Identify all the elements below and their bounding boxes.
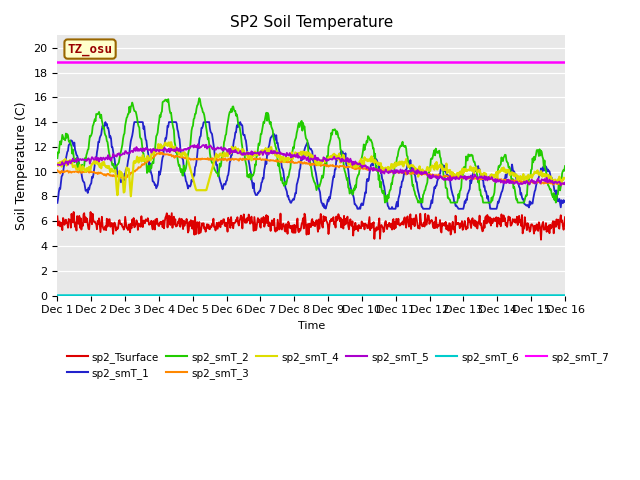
sp2_Tsurface [167,216,175,222]
sp2_smT_3 [63,168,70,174]
sp2_smT_2 [63,135,70,141]
Line: sp2_smT_3: sp2_smT_3 [58,152,565,185]
sp2_smT_2 [561,163,569,169]
sp2_smT_3 [561,180,569,186]
Line: sp2_smT_1: sp2_smT_1 [58,122,565,209]
sp2_smT_2 [381,200,389,205]
sp2_smT_5 [54,162,61,168]
sp2_smT_7 [166,59,174,65]
sp2_smT_1 [116,176,124,181]
Title: SP2 Soil Temperature: SP2 Soil Temperature [230,15,393,30]
sp2_smT_5 [194,142,202,147]
sp2_smT_5 [63,160,70,166]
sp2_smT_2 [166,110,174,116]
sp2_Tsurface [388,227,396,232]
sp2_smT_3 [167,152,175,157]
sp2_smT_5 [193,145,201,151]
Line: sp2_smT_2: sp2_smT_2 [58,98,565,203]
sp2_smT_6 [372,292,380,298]
sp2_smT_5 [388,168,396,173]
sp2_smT_5 [373,168,381,173]
sp2_smT_1 [354,206,362,212]
sp2_smT_4 [167,139,175,145]
sp2_smT_7 [193,59,201,65]
sp2_smT_6 [193,292,201,298]
sp2_Tsurface [537,237,545,242]
sp2_smT_7 [63,59,70,65]
sp2_smT_6 [561,292,569,298]
sp2_smT_6 [63,292,70,298]
sp2_Tsurface [63,220,70,226]
sp2_Tsurface [373,227,381,233]
sp2_Tsurface [561,214,569,220]
sp2_smT_1 [63,153,70,158]
sp2_smT_2 [195,96,203,101]
sp2_smT_2 [115,160,123,166]
sp2_Tsurface [194,223,202,228]
sp2_smT_1 [561,198,569,204]
Line: sp2_smT_5: sp2_smT_5 [58,144,565,185]
Y-axis label: Soil Temperature (C): Soil Temperature (C) [15,101,28,229]
sp2_smT_3 [388,169,396,175]
sp2_smT_1 [389,206,397,212]
sp2_smT_3 [549,182,557,188]
sp2_smT_1 [374,162,381,168]
sp2_smT_7 [372,59,380,65]
sp2_smT_2 [54,155,61,161]
Line: sp2_Tsurface: sp2_Tsurface [58,212,565,240]
sp2_smT_7 [54,59,61,65]
sp2_smT_3 [54,168,61,173]
Text: TZ_osu: TZ_osu [68,43,113,56]
sp2_smT_2 [373,168,381,174]
sp2_smT_1 [194,145,202,151]
sp2_smT_4 [561,176,569,181]
sp2_smT_7 [387,59,395,65]
sp2_smT_5 [166,148,174,154]
sp2_smT_3 [373,168,381,173]
sp2_smT_5 [561,180,569,186]
sp2_smT_3 [115,175,123,180]
sp2_smT_7 [561,59,569,65]
sp2_smT_6 [166,292,174,298]
sp2_smT_4 [168,142,175,148]
sp2_smT_5 [115,150,123,156]
sp2_smT_2 [389,175,397,180]
sp2_smT_4 [54,161,61,167]
sp2_smT_1 [54,200,61,206]
sp2_smT_1 [167,119,175,125]
sp2_smT_4 [127,193,134,199]
sp2_smT_7 [115,59,123,65]
X-axis label: Time: Time [298,321,325,331]
sp2_smT_3 [157,149,164,155]
sp2_smT_5 [557,182,564,188]
sp2_Tsurface [116,217,124,223]
sp2_smT_6 [115,292,123,298]
sp2_smT_4 [374,161,381,167]
sp2_smT_6 [387,292,395,298]
sp2_smT_4 [115,176,123,182]
sp2_smT_4 [63,163,70,168]
sp2_smT_6 [54,292,61,298]
sp2_smT_3 [194,157,202,163]
Legend: sp2_Tsurface, sp2_smT_1, sp2_smT_2, sp2_smT_3, sp2_smT_4, sp2_smT_5, sp2_smT_6, : sp2_Tsurface, sp2_smT_1, sp2_smT_2, sp2_… [63,348,613,383]
sp2_Tsurface [70,209,77,215]
sp2_smT_4 [389,163,397,169]
Line: sp2_smT_4: sp2_smT_4 [58,142,565,196]
sp2_Tsurface [54,214,61,219]
sp2_smT_1 [102,119,109,125]
sp2_smT_2 [193,103,201,108]
sp2_smT_4 [195,187,202,193]
